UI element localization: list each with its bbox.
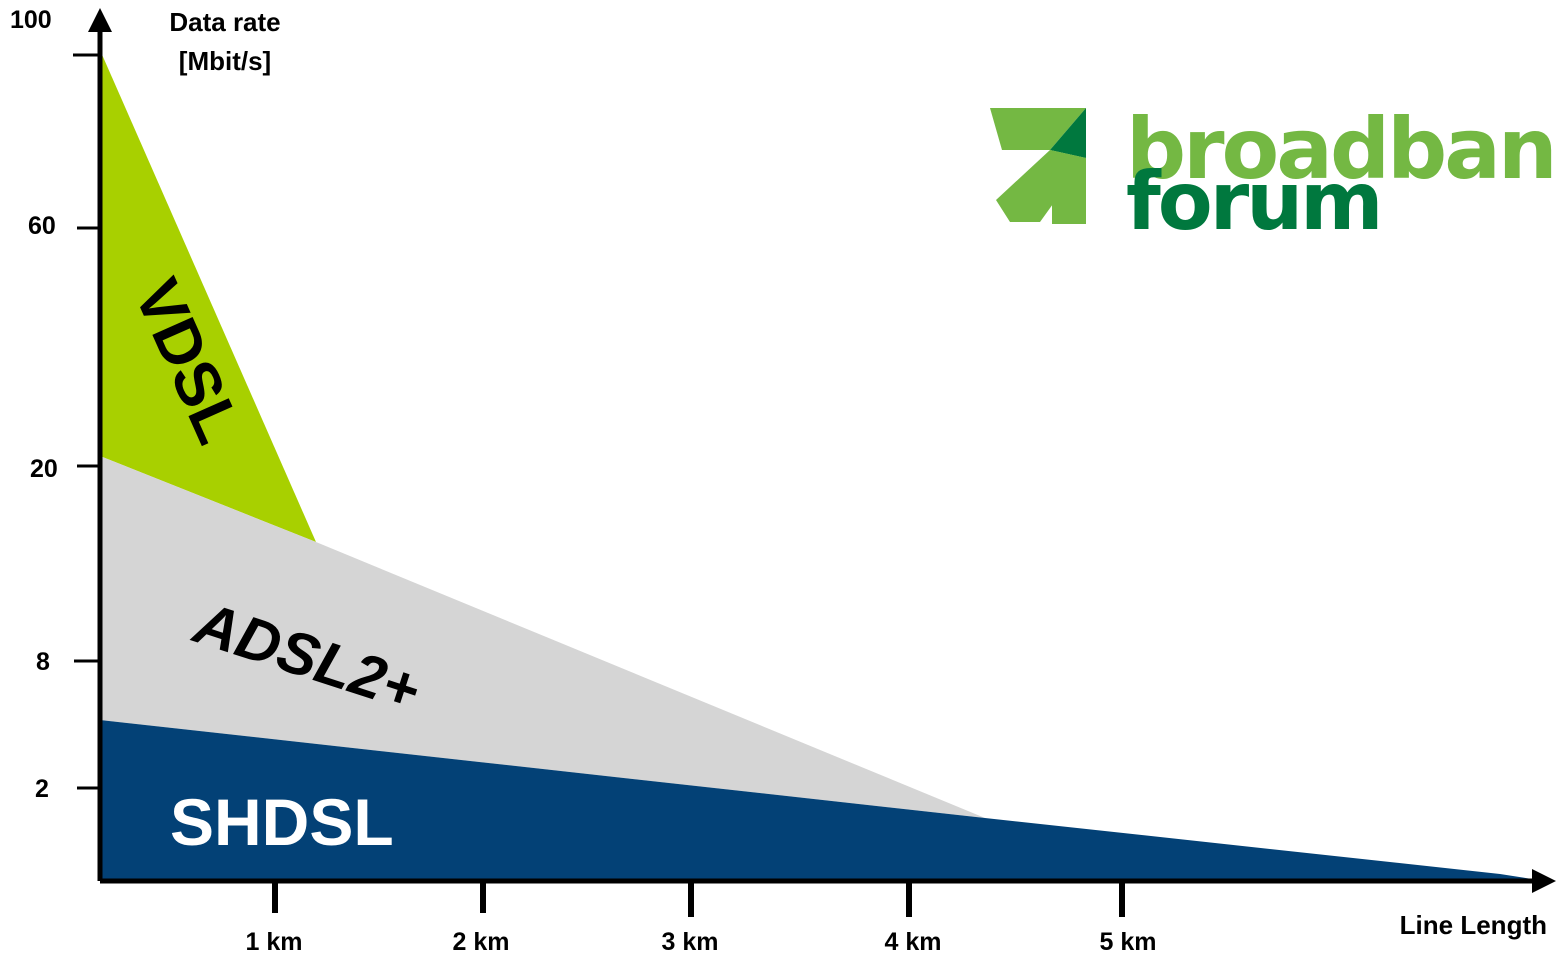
x-axis-title: Line Length	[1400, 910, 1547, 940]
y-tick-label: 20	[30, 455, 58, 483]
x-ticks	[272, 881, 1125, 917]
y-axis-title-line1: Data rate	[169, 7, 280, 37]
y-axis-arrow	[88, 8, 112, 32]
broadband-forum-logo: broadband forum	[990, 100, 1556, 248]
shdsl-label: SHDSL	[170, 785, 394, 859]
x-tick-label: 1 km	[246, 928, 303, 956]
y-tick-label: 8	[36, 648, 50, 676]
y-tick-label: 60	[28, 212, 56, 240]
x-axis-arrow	[1532, 869, 1556, 893]
vdsl-area	[100, 50, 316, 542]
y-axis-title-line2: [Mbit/s]	[179, 46, 271, 76]
arrow-icon	[990, 108, 1086, 224]
logo-word-forum: forum	[1126, 155, 1381, 248]
adsl2plus-area	[100, 456, 985, 818]
y-tick-label: 2	[35, 775, 49, 803]
y-ticks	[73, 53, 100, 790]
shdsl-area	[100, 720, 1545, 881]
logo-word-broadband: broadband	[1126, 100, 1556, 198]
y-tick-label: 100	[10, 6, 52, 34]
x-tick-label: 2 km	[453, 928, 510, 956]
x-tick-label: 5 km	[1100, 928, 1157, 956]
x-tick-label: 4 km	[885, 928, 942, 956]
x-tick-label: 3 km	[662, 928, 719, 956]
